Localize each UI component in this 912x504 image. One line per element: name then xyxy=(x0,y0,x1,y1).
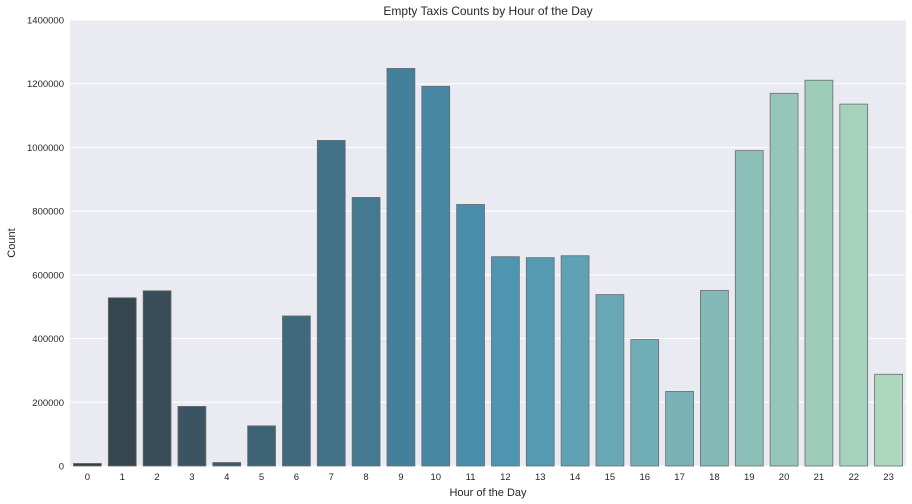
bar xyxy=(560,255,590,467)
x-tick-label: 18 xyxy=(709,472,720,483)
y-tick-label: 200000 xyxy=(32,398,64,409)
bar xyxy=(316,140,346,467)
bar xyxy=(456,204,485,467)
y-tick-label: 1200000 xyxy=(27,79,64,90)
bar xyxy=(839,103,869,467)
bar xyxy=(247,425,276,467)
chart-title: Empty Taxis Counts by Hour of the Day xyxy=(383,4,592,18)
x-tick-label: 19 xyxy=(744,472,755,483)
x-tick-label: 4 xyxy=(224,472,229,483)
x-tick-label: 8 xyxy=(363,472,368,483)
x-tick-labels: 0 1 2 3 4 5 6 7 8 9 10 11 12 13 14 15 16 17 18 19 20 21 22 23 xyxy=(85,472,894,483)
x-tick-label: 17 xyxy=(674,472,685,483)
x-tick-label: 3 xyxy=(189,472,194,483)
bar xyxy=(142,290,172,467)
y-tick-label: 1000000 xyxy=(27,143,64,154)
bars xyxy=(73,68,903,467)
bar xyxy=(386,68,416,467)
x-tick-label: 15 xyxy=(605,472,616,483)
x-tick-label: 6 xyxy=(294,472,299,483)
x-tick-label: 9 xyxy=(398,472,403,483)
x-tick-label: 21 xyxy=(814,472,825,483)
bar xyxy=(282,315,311,467)
x-tick-label: 5 xyxy=(259,472,264,483)
x-tick-label: 2 xyxy=(154,472,159,483)
bar xyxy=(491,256,520,467)
x-tick-label: 23 xyxy=(883,472,894,483)
x-tick-label: 11 xyxy=(466,472,476,483)
x-tick-label: 22 xyxy=(848,472,859,483)
bar xyxy=(421,85,451,467)
x-tick-label: 1 xyxy=(120,472,125,483)
x-tick-label: 20 xyxy=(779,472,790,483)
grid-lines xyxy=(70,19,906,467)
bar xyxy=(769,92,799,467)
bar xyxy=(177,406,207,467)
bar xyxy=(665,391,694,467)
y-tick-labels: 0 200000 400000 600000 800000 1000000 1200000 1… xyxy=(27,16,64,473)
bar xyxy=(212,462,242,467)
x-axis-label: Hour of the Day xyxy=(449,487,527,499)
bar xyxy=(107,297,137,467)
x-tick-label: 12 xyxy=(500,472,511,483)
bar xyxy=(525,257,555,467)
bar xyxy=(734,150,764,467)
bar xyxy=(630,339,660,467)
y-axis-label: Count xyxy=(6,228,18,257)
bar xyxy=(804,79,834,467)
y-tick-label: 800000 xyxy=(32,207,64,218)
bar xyxy=(874,373,903,467)
y-tick-label: 600000 xyxy=(32,270,64,281)
x-tick-label: 7 xyxy=(329,472,334,483)
y-tick-label: 1400000 xyxy=(27,16,64,27)
x-tick-label: 16 xyxy=(639,472,650,483)
x-tick-label: 13 xyxy=(535,472,546,483)
y-tick-label: 400000 xyxy=(32,334,64,345)
plot-background xyxy=(70,20,906,466)
bar xyxy=(351,197,381,467)
bar xyxy=(73,463,102,467)
x-tick-label: 10 xyxy=(430,472,441,483)
x-tick-label: 14 xyxy=(570,472,581,483)
bar xyxy=(595,294,625,467)
y-tick-label: 0 xyxy=(59,462,64,473)
bar xyxy=(700,290,729,467)
x-tick-label: 0 xyxy=(85,472,90,483)
